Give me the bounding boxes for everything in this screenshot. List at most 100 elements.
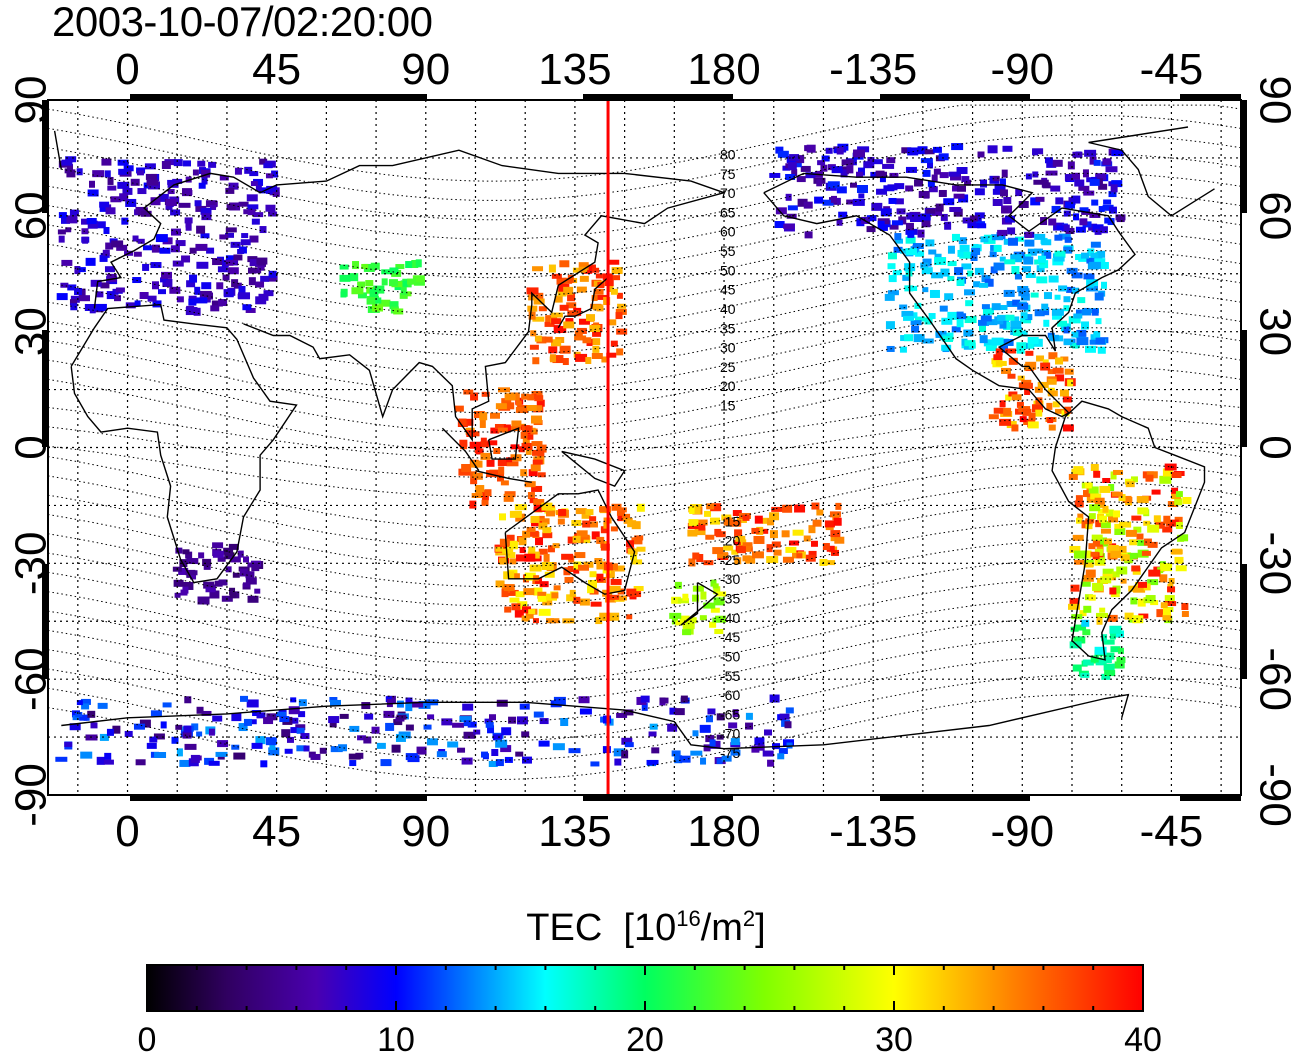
tec-point: [716, 591, 727, 597]
tec-point: [951, 233, 960, 241]
tec-point: [395, 733, 406, 742]
tec-point: [870, 171, 881, 178]
tec-point: [573, 561, 582, 570]
tec-point: [1065, 227, 1075, 234]
tec-point: [810, 540, 818, 547]
tec-point: [58, 212, 67, 219]
tec-point: [991, 303, 1001, 311]
tec-point: [925, 239, 935, 247]
tec-point: [1048, 352, 1058, 360]
tec-point: [947, 311, 960, 320]
tec-point: [1063, 326, 1070, 334]
tec-point: [906, 212, 918, 220]
lat-label-right: -60: [1250, 647, 1292, 711]
tec-point: [1110, 646, 1121, 653]
mag-lat-label: 45: [720, 282, 736, 298]
tec-point: [533, 504, 546, 512]
tec-point: [991, 337, 1004, 346]
tec-point: [1154, 521, 1165, 529]
mag-lat-label: 70: [720, 185, 736, 201]
tec-point: [1116, 656, 1126, 663]
tec-point: [515, 400, 522, 406]
tec-point: [1113, 510, 1121, 518]
tec-point: [171, 736, 179, 744]
tec-point: [869, 215, 877, 222]
tec-point: [1097, 346, 1106, 354]
tec-point: [826, 545, 835, 552]
tec-point: [882, 163, 895, 169]
tec-point: [700, 757, 707, 765]
tec-point: [542, 597, 553, 606]
tec-point: [812, 519, 822, 527]
tec-point: [219, 234, 229, 240]
tec-point: [988, 414, 999, 420]
tec-point: [578, 696, 590, 704]
tec-point: [1164, 595, 1175, 603]
tec-point: [480, 441, 490, 448]
tec-point: [86, 217, 97, 224]
tec-point: [90, 279, 102, 287]
tec-point: [579, 275, 589, 282]
tec-point: [524, 481, 536, 488]
tec-point: [891, 220, 903, 226]
tec-point: [288, 706, 300, 715]
tec-point: [140, 210, 152, 217]
tec-point: [1160, 563, 1173, 572]
tec-point: [212, 258, 223, 266]
tec-point: [211, 300, 223, 307]
mag-lat-label: -35: [720, 591, 740, 607]
tec-point: [928, 313, 936, 320]
tec-point: [927, 162, 934, 169]
tec-point: [856, 185, 868, 194]
tec-point: [510, 444, 520, 450]
tec-point: [853, 149, 866, 158]
tec-point: [660, 698, 669, 704]
tec-point: [1111, 491, 1123, 497]
tec-point: [1024, 239, 1035, 247]
tec-point: [905, 185, 914, 192]
tec-point: [609, 612, 620, 621]
tec-point: [830, 534, 838, 542]
tec-point: [1101, 673, 1111, 680]
tec-point: [260, 275, 270, 282]
tec-point: [1050, 185, 1061, 192]
tec-point: [1072, 172, 1081, 180]
tec-point: [589, 516, 597, 522]
tec-point: [631, 559, 643, 565]
tec-point: [258, 187, 267, 194]
magnetic-latitude-labels: 8075706560555045403530252015-15-20-25-30…: [720, 147, 740, 761]
tec-point: [574, 330, 583, 337]
tec-point: [544, 571, 555, 578]
tec-point: [114, 295, 122, 302]
mag-lat-label: -50: [720, 648, 740, 664]
tec-point: [762, 750, 774, 757]
tec-point: [1090, 493, 1102, 500]
tec-point: [1159, 574, 1168, 583]
tec-point: [709, 621, 717, 628]
tec-point: [1016, 401, 1024, 408]
tec-point: [521, 615, 530, 622]
tec-point: [1078, 185, 1090, 191]
tec-point: [393, 719, 403, 726]
tec-point: [60, 282, 69, 288]
tec-point: [542, 532, 553, 539]
tec-point: [348, 273, 359, 282]
tec-point: [470, 460, 483, 468]
tec-point: [537, 518, 550, 525]
tec-point: [74, 288, 83, 296]
tec-point: [522, 530, 531, 538]
tec-point: [1014, 273, 1022, 280]
tec-point: [1094, 292, 1104, 301]
coastline: [53, 126, 1215, 217]
tec-point: [977, 151, 985, 158]
tec-point: [814, 196, 824, 204]
tec-point: [1027, 421, 1039, 429]
tec-point: [858, 193, 865, 199]
tec-point: [1100, 537, 1108, 545]
tec-point: [651, 747, 660, 754]
tec-point: [1055, 374, 1065, 382]
tec-point: [943, 335, 954, 342]
tec-point: [319, 747, 327, 754]
tec-point: [269, 741, 276, 750]
tec-point: [572, 535, 581, 543]
